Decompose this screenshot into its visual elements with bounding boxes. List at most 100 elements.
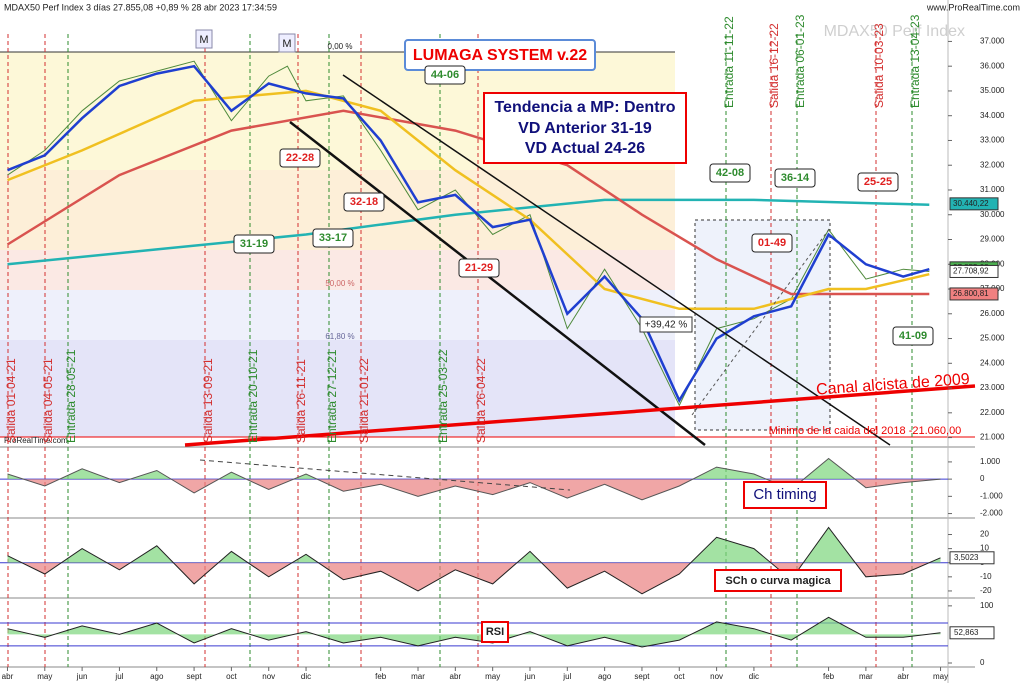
y-tick-label: 25.000: [980, 334, 1005, 343]
x-tick-label: feb: [823, 672, 835, 681]
y-tick-label: 29.000: [980, 235, 1005, 244]
watermark: MDAX50 Perf Index: [824, 23, 965, 40]
count-label: 31-19: [240, 238, 268, 250]
count-box: [233, 234, 275, 254]
x-tick-label: may: [933, 672, 948, 681]
panel-title: SCh o curva magica: [725, 575, 831, 587]
y-tick-label: 23.000: [980, 383, 1005, 392]
count-label: 44-06: [431, 69, 459, 81]
signal-label: Salida 16-12-22: [767, 23, 781, 108]
y-tick-label: 1.000: [980, 457, 1001, 466]
series-line: [7, 60, 930, 407]
x-tick-label: abr: [2, 672, 14, 681]
x-tick-label: mar: [859, 672, 873, 681]
y-tick-label: 31.000: [980, 185, 1005, 194]
area-up: [7, 527, 941, 563]
signal-label: Entrada 11-11-22: [722, 16, 736, 108]
header-title: MDAX50 Perf Index 3 días 27.855,08 +0,89…: [4, 2, 277, 12]
signal-label: Entrada 27-12-21: [325, 349, 339, 443]
price-badge: [949, 264, 999, 278]
info-line: VD Actual 24-26: [525, 140, 645, 157]
price-badge: [949, 197, 999, 211]
x-tick-label: may: [37, 672, 52, 681]
chart-title: LUMAGA SYSTEM v.22: [413, 47, 587, 64]
count-box: [424, 65, 466, 85]
area-up: [7, 458, 941, 480]
y-tick-label: 22.000: [980, 408, 1005, 417]
y-tick-label: 10: [980, 544, 989, 553]
count-label: 42-08: [716, 167, 744, 179]
count-box: [343, 192, 385, 212]
low-note: Minimo de la caida del 2018 -21.060,00: [769, 425, 962, 437]
y-tick-label: 36.000: [980, 61, 1005, 70]
count-box: [751, 233, 793, 253]
gain-box: [639, 316, 693, 333]
y-tick-label: -20: [980, 586, 992, 595]
count-box: [892, 326, 934, 346]
x-tick-label: oct: [226, 672, 237, 681]
count-label: 36-14: [781, 172, 810, 184]
count-box: [312, 228, 354, 248]
trend-line: [184, 384, 976, 447]
y-tick-label: 24.000: [980, 358, 1005, 367]
marker: M: [199, 34, 208, 46]
zone: [0, 340, 675, 437]
badge-label: 52,863: [954, 628, 979, 637]
count-label: 25-25: [864, 176, 892, 188]
channel-label: Canal alcista de 2009: [816, 371, 971, 399]
x-tick-label: mar: [411, 672, 425, 681]
signal-label: Entrada 13-04-23: [908, 14, 922, 108]
y-tick-label: -10: [980, 572, 992, 581]
signal-label: Salida 10-03-23: [872, 23, 886, 108]
badge: [949, 551, 995, 565]
panel-title-box: [481, 621, 509, 643]
channel-line: [342, 74, 891, 446]
y-tick-label: 21.000: [980, 433, 1005, 442]
price-badge: [949, 287, 999, 301]
y-tick-label: 30.000: [980, 210, 1005, 219]
count-box: [857, 172, 899, 192]
price-label: 30.440,22: [953, 199, 989, 208]
count-label: 01-49: [758, 237, 786, 249]
x-tick-label: abr: [897, 672, 909, 681]
signal-label: Entrada 20-10-21: [246, 349, 260, 443]
x-tick-label: ago: [598, 672, 612, 681]
signal-label: Salida 04-05-21: [41, 358, 55, 443]
y-tick-label: 0: [980, 658, 985, 667]
panel-title: Ch timing: [753, 486, 816, 503]
x-tick-label: feb: [375, 672, 387, 681]
panel-title-box: [714, 569, 842, 592]
count-box: [709, 163, 751, 183]
marker: M: [282, 38, 291, 50]
count-label: 22-28: [286, 152, 314, 164]
x-tick-label: sept: [187, 672, 203, 681]
badge: [949, 626, 995, 640]
price-label: 27.708,92: [953, 267, 989, 276]
panel-title-box: [743, 481, 827, 509]
fib-label: 50,00 %: [325, 279, 354, 288]
x-tick-label: dic: [749, 672, 759, 681]
signal-label: Entrada 28-05-21: [64, 349, 78, 443]
x-tick-label: dic: [301, 672, 311, 681]
y-tick-label: 34.000: [980, 111, 1005, 120]
count-label: 41-09: [899, 330, 927, 342]
channels: [184, 74, 976, 491]
signal-label: Salida 21-01-22: [357, 358, 371, 443]
count-label: 32-18: [350, 196, 378, 208]
zone: [694, 219, 831, 431]
signal-label: Entrada 06-01-23: [793, 14, 807, 108]
fib-label: 61,80 %: [325, 332, 354, 341]
gain-label: +39,42 %: [645, 320, 688, 331]
signal-label: Entrada 25-03-22: [436, 349, 450, 443]
signal-label: Salida 26-11-21: [294, 359, 308, 443]
site: www.ProRealTime.com: [926, 2, 1020, 12]
y-tick-label: -1.000: [980, 491, 1003, 500]
marks: [0, 34, 948, 667]
x-tick-label: nov: [710, 672, 723, 681]
logo: ProRealTime.com: [4, 436, 68, 445]
signal-label: Salida 01-04-21: [4, 358, 18, 443]
signal-label: Salida 26-04-22: [474, 358, 488, 443]
x-tick-label: jul: [114, 672, 123, 681]
signal-label: Salida 13-09-21: [201, 358, 215, 443]
